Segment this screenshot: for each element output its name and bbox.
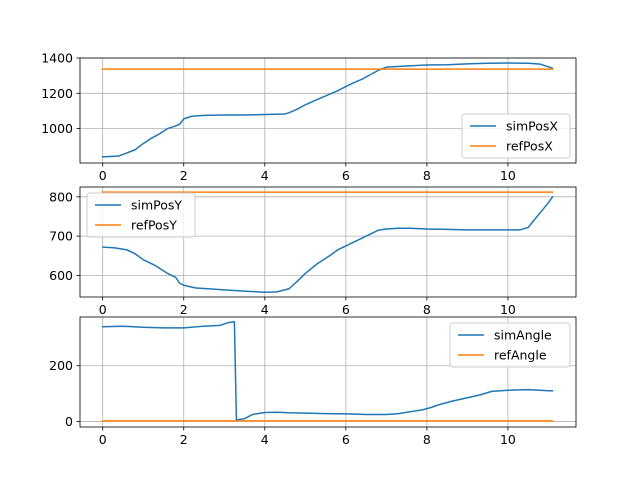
x-tick-label: 8 [423,168,431,183]
legend-label-refPosY: refPosY [131,218,177,233]
x-tick-label: 0 [99,432,107,447]
legend-box [86,192,196,238]
x-tick-label: 8 [423,432,431,447]
x-tick-label: 10 [500,168,516,183]
legend-label-simPosY: simPosY [131,198,182,213]
x-tick-label: 10 [500,432,516,447]
legend: simPosX refPosX [461,113,571,159]
x-tick-label: 4 [261,302,269,317]
legend-label-refPosX: refPosX [506,139,553,154]
subplot-2: 0 2 4 6 8 10 600 700 800 simPosY refPosY [49,186,577,317]
series-line-simAngle [101,320,554,421]
y-tick-label: 1400 [41,51,73,66]
legend: simAngle refAngle [449,322,571,368]
x-tick-label: 4 [261,168,269,183]
legend-box [449,322,571,368]
x-tick-label: 8 [423,302,431,317]
x-tick-label: 10 [500,302,516,317]
x-tick-label: 6 [342,432,350,447]
series-line-simPosY [101,195,554,294]
subplot-1: 0 2 4 6 8 10 1000 1200 1400 simPosX refPosX [41,51,577,183]
x-tick-label: 6 [342,302,350,317]
x-tick-label: 2 [180,302,188,317]
x-tick-label: 2 [180,432,188,447]
axes-frame [79,57,577,164]
axes-frame [79,186,577,298]
y-tick-label: 800 [49,189,73,204]
legend-label-refAngle: refAngle [494,348,547,363]
subplot-3: 0 2 4 6 8 10 0 200 simAngle refAngle [49,316,577,447]
y-tick-label: 600 [49,268,73,283]
series-line-simPosX [101,62,554,158]
x-tick-label: 2 [180,168,188,183]
x-tick-label: 6 [342,168,350,183]
axes-frame [79,316,577,428]
x-tick-label: 0 [99,302,107,317]
y-tick-label: 1000 [41,121,73,136]
legend-label-simAngle: simAngle [494,328,552,343]
legend-box [461,113,571,159]
legend-label-simPosX: simPosX [506,119,558,134]
x-tick-label: 4 [261,432,269,447]
y-tick-label: 0 [65,414,73,429]
legend: simPosY refPosY [86,192,196,238]
y-tick-label: 700 [49,229,73,244]
y-tick-label: 200 [49,358,73,373]
y-tick-label: 1200 [41,86,73,101]
x-tick-label: 0 [99,168,107,183]
